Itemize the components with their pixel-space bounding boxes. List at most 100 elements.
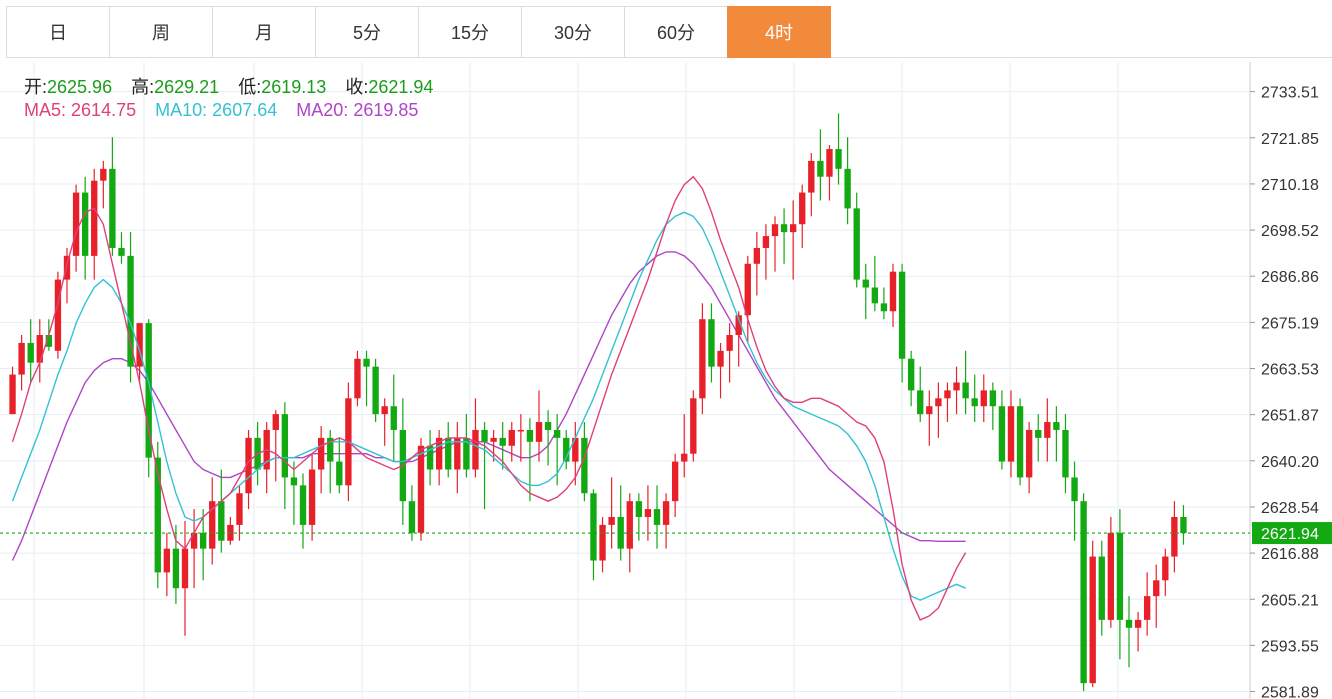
tab-30min[interactable]: 30分 <box>521 6 625 58</box>
y-tick-label: 2721.85 <box>1261 131 1319 148</box>
candle-body <box>780 224 788 233</box>
timeframe-tabs: 日 周 月 5分 15分 30分 60分 4时 <box>6 6 1332 60</box>
candle-body <box>109 168 116 248</box>
candle-body <box>272 414 279 430</box>
y-tick-label: 2686.86 <box>1261 269 1319 286</box>
candle-body <box>36 335 43 363</box>
open-value: 2625.96 <box>47 77 113 97</box>
close-label: 收: <box>345 77 369 97</box>
candle-body <box>744 263 751 316</box>
ma10-label: MA10: <box>155 100 208 120</box>
ma20-series <box>11 251 966 561</box>
candle-body <box>1171 517 1178 557</box>
candle-body <box>100 168 107 181</box>
y-tick-label: 2640.20 <box>1261 454 1319 471</box>
candle-body <box>1007 406 1015 462</box>
candle-body <box>671 461 679 502</box>
candle-body <box>690 398 697 454</box>
candle-body <box>463 437 470 470</box>
candle-body <box>1025 429 1033 478</box>
ma10-line <box>11 211 966 601</box>
candle-body <box>408 501 416 533</box>
candle-body <box>1016 406 1024 478</box>
tab-4hour[interactable]: 4时 <box>727 6 831 58</box>
candle-body <box>635 501 643 517</box>
y-tick-label: 2651.87 <box>1261 408 1319 425</box>
candle-body <box>880 303 888 312</box>
candle-body <box>799 192 806 225</box>
candle-body <box>136 323 143 367</box>
candle-body <box>417 445 425 533</box>
candle-body <box>190 532 198 549</box>
candle-body <box>81 192 89 256</box>
high-value: 2629.21 <box>154 77 220 97</box>
candle-body <box>844 168 851 209</box>
y-tick-label: 2710.18 <box>1261 177 1319 194</box>
candle-body <box>1098 556 1105 620</box>
candle-body <box>1162 556 1169 581</box>
y-axis: 2733.51 2721.85 2710.18 2698.52 2686.86 2675.… <box>1250 85 1319 699</box>
candle-body <box>962 382 969 399</box>
candle-body <box>517 429 525 432</box>
candle-body <box>644 509 652 517</box>
candle-body <box>599 524 606 561</box>
tab-60min[interactable]: 60分 <box>624 6 728 58</box>
candle-body <box>1089 556 1096 684</box>
candle-body <box>236 493 243 525</box>
candle-body <box>145 323 152 458</box>
ma5-series <box>11 175 967 621</box>
candle-body <box>708 319 715 367</box>
candle-body <box>871 287 879 304</box>
y-tick-label: 2663.53 <box>1261 362 1319 379</box>
candle-body <box>426 445 434 470</box>
candle-body <box>45 335 53 347</box>
candle-body <box>372 366 379 415</box>
candle-body <box>499 437 506 446</box>
candle-body <box>726 335 733 351</box>
candle-body <box>563 437 570 462</box>
candle-body <box>590 493 597 561</box>
candle-body <box>118 247 125 256</box>
candle-body <box>490 437 497 442</box>
ma10-value: 2607.64 <box>212 100 278 120</box>
candle-body <box>544 422 552 430</box>
candle-body <box>172 548 180 589</box>
candle-body <box>653 509 661 525</box>
candle-body <box>91 180 98 256</box>
tab-month[interactable]: 月 <box>212 6 316 58</box>
candle-body <box>889 271 897 312</box>
y-tick-label: 2593.55 <box>1261 638 1319 655</box>
candle-body <box>18 342 25 375</box>
candle-body <box>771 224 779 237</box>
ma5-line <box>11 175 967 621</box>
last-price-label: 2621.94 <box>1261 526 1319 543</box>
candle-body <box>808 160 815 193</box>
candle-body <box>290 477 298 486</box>
candle-body <box>1125 619 1133 628</box>
candle-body <box>989 390 997 407</box>
candle-body <box>1071 477 1078 502</box>
tab-day[interactable]: 日 <box>6 6 110 58</box>
candle-body <box>363 358 370 367</box>
candles-series <box>9 113 1187 692</box>
candle-body <box>735 315 742 335</box>
candle-body <box>572 437 579 462</box>
ma-readout: MA5: 2614.75 MA10: 2607.64 MA20: 2619.85 <box>24 100 418 121</box>
candle-body <box>681 453 688 462</box>
candle-body <box>1143 596 1151 620</box>
candle-body <box>862 279 869 288</box>
candle-body <box>1053 422 1060 430</box>
candle-body <box>971 398 978 407</box>
candle-body <box>317 437 325 470</box>
candle-body <box>835 149 842 169</box>
candle-body <box>472 429 479 470</box>
candle-body <box>1153 580 1160 597</box>
candle-body <box>662 501 670 525</box>
candle-body <box>354 358 361 399</box>
y-tick-label: 2616.88 <box>1261 546 1319 563</box>
candle-body <box>1035 429 1042 438</box>
y-tick-label: 2675.19 <box>1261 315 1319 332</box>
last-price-box <box>1252 522 1332 545</box>
candle-body <box>762 236 770 248</box>
